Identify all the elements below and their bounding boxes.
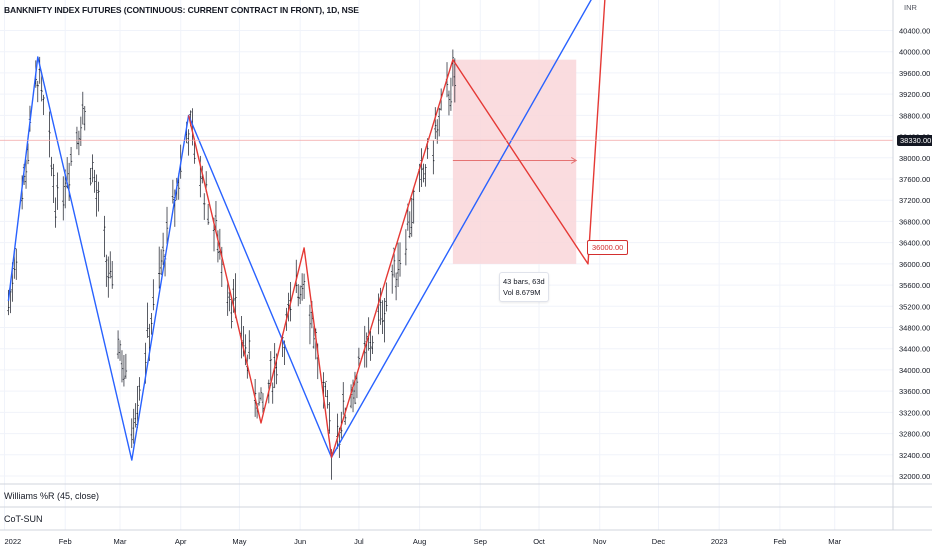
x-tick-label: Feb [773,537,786,546]
measure-arrow-head [570,157,578,164]
y-tick-label: 35200.00 [899,302,930,311]
y-tick-label: 32800.00 [899,430,930,439]
x-tick-label: Aug [413,537,426,546]
measure-shaded-box [452,59,577,264]
williams-r-pane-label[interactable]: Williams %R (45, close) [4,491,100,501]
target-price-label: 36000.00 [587,240,629,255]
x-tick-label: Jul [354,537,364,546]
drawing-lines[interactable] [7,0,606,461]
y-tick-label: 40400.00 [899,27,930,36]
x-tick-label: 2022 [5,537,22,546]
x-tick-label: Dec [652,537,666,546]
y-tick-label: 38000.00 [899,154,930,163]
currency-label: INR [904,3,917,12]
candles [7,49,457,480]
x-tick-label: Nov [593,537,607,546]
y-tick-label: 33600.00 [899,387,930,396]
cot-sun-pane-label[interactable]: CoT-SUN [4,514,43,524]
last-price-label: 38330.00 [897,135,932,146]
x-tick-label: Jun [294,537,306,546]
y-tick-label: 40000.00 [899,48,930,57]
y-tick-label: 34000.00 [899,366,930,375]
blue-zigzag-line [7,0,592,461]
y-tick-label: 37600.00 [899,175,930,184]
measure-bars-text: 43 bars, 63d [503,277,545,286]
y-tick-label: 34800.00 [899,324,930,333]
x-tick-label: Feb [59,537,72,546]
y-tick-label: 39600.00 [899,69,930,78]
x-tick-label: Apr [175,537,187,546]
y-tick-label: 36400.00 [899,239,930,248]
y-tick-label: 38800.00 [899,111,930,120]
indicator-panes [0,483,932,508]
x-tick-label: May [232,537,246,546]
x-tick-label: Sep [474,537,487,546]
y-tick-label: 36800.00 [899,217,930,226]
x-tick-label: Oct [533,537,546,546]
y-tick-label: 34400.00 [899,345,930,354]
measure-volume-text: Vol 8.679M [503,288,541,297]
y-tick-label: 32000.00 [899,472,930,481]
red-zigzag-line [187,0,606,459]
measure-region[interactable] [452,59,578,270]
y-tick-label: 33200.00 [899,408,930,417]
x-tick-label: 2023 [711,537,728,546]
x-tick-label: Mar [114,537,127,546]
measure-info-box: 43 bars, 63d Vol 8.679M [499,272,549,302]
chart-title: BANKNIFTY INDEX FUTURES (CONTINUOUS: CUR… [4,5,359,15]
x-tick-label: Mar [828,537,841,546]
y-tick-label: 37200.00 [899,196,930,205]
y-tick-label: 35600.00 [899,281,930,290]
y-tick-label: 36000.00 [899,260,930,269]
y-tick-label: 39200.00 [899,90,930,99]
y-tick-label: 32400.00 [899,451,930,460]
